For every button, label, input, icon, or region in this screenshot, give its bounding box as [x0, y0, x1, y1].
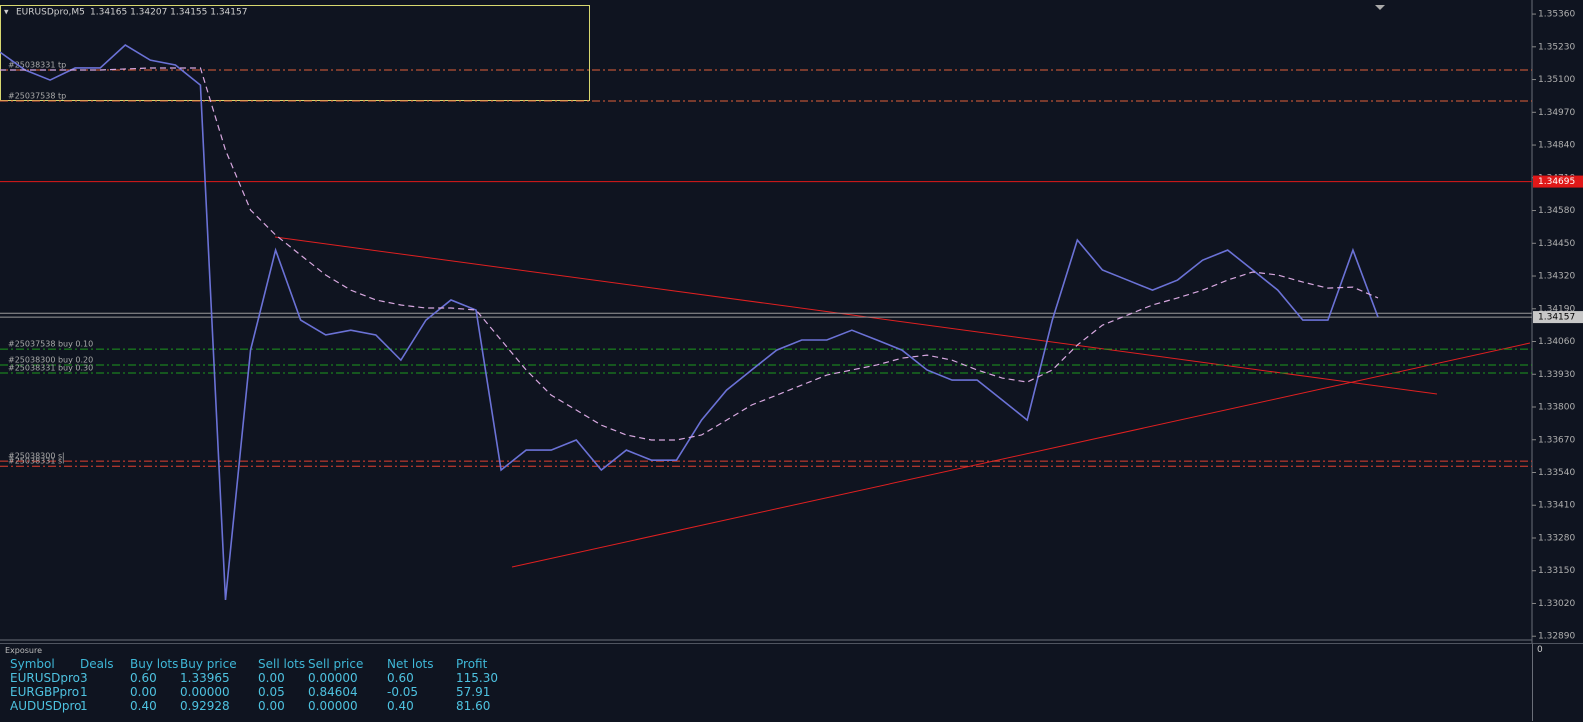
- y-tick-label: 1.33020: [1538, 599, 1575, 609]
- panel-axis: 0: [1532, 643, 1583, 721]
- trendline: [511, 342, 1531, 568]
- table-cell: -0.05: [387, 685, 419, 699]
- y-tick-label: 1.35100: [1538, 75, 1575, 85]
- level-label: #25038331 sl: [8, 457, 64, 466]
- price-tag-label: 1.34157: [1538, 313, 1575, 323]
- price-series: [0, 67, 1379, 441]
- table-cell: 0.00000: [308, 699, 358, 713]
- level-label: #25037538 tp: [8, 91, 66, 100]
- y-tick-label: 1.33670: [1538, 435, 1575, 445]
- table-cell: 115.30: [456, 671, 498, 685]
- table-cell: 1: [80, 685, 88, 699]
- table-cell: 3: [80, 671, 88, 685]
- level-label: #25037538 buy 0.10: [8, 340, 93, 349]
- y-tick-label: 1.32890: [1538, 632, 1575, 642]
- level-label: #25038331 tp: [8, 60, 66, 69]
- y-tick-label: 1.33800: [1538, 403, 1575, 413]
- y-tick-label: 1.34450: [1538, 239, 1575, 249]
- chart: ▾ EURUSDpro,M5 1.34165 1.34207 1.34155 1…: [0, 0, 1583, 643]
- table-cell: 0.40: [387, 699, 414, 713]
- column-header: Symbol: [10, 657, 55, 671]
- y-tick-label: 1.34580: [1538, 206, 1575, 216]
- table-cell: 0.60: [130, 671, 157, 685]
- table-cell: 0.05: [258, 685, 285, 699]
- y-tick-label: 1.35230: [1538, 42, 1575, 52]
- column-header: Net lots: [387, 657, 434, 671]
- price-tag: [1533, 311, 1583, 324]
- y-tick-label: 1.33280: [1538, 533, 1575, 543]
- table-cell: 57.91: [456, 685, 491, 699]
- y-tick-label: 1.34970: [1538, 108, 1575, 118]
- column-header: Buy price: [180, 657, 237, 671]
- column-header: Sell lots: [258, 657, 306, 671]
- y-tick-label: 1.34060: [1538, 337, 1575, 347]
- shift-marker: [1375, 5, 1385, 10]
- table-cell: 0.60: [387, 671, 414, 685]
- table-cell: EURGBPpro: [10, 685, 80, 699]
- y-tick-label: 1.34190: [1538, 304, 1575, 314]
- y-tick-label: 1.34320: [1538, 272, 1575, 282]
- table-cell: 0.92928: [180, 699, 230, 713]
- trendline: [274, 236, 1438, 395]
- table-cell: 0.00: [258, 699, 285, 713]
- table-cell: 1: [80, 699, 88, 713]
- column-header: Buy lots: [130, 657, 179, 671]
- y-tick-label: 1.33540: [1538, 468, 1575, 478]
- ohlc: 1.34165 1.34207 1.34155 1.34157: [90, 8, 247, 18]
- y-tick-label: 1.35360: [1538, 10, 1575, 20]
- column-header: Sell price: [308, 657, 364, 671]
- column-header: Profit: [456, 657, 488, 671]
- table-cell: 1.33965: [180, 671, 230, 685]
- table-cell: 0.00: [258, 671, 285, 685]
- level-label: #25038300 buy 0.20: [8, 355, 93, 364]
- column-header: Deals: [80, 657, 114, 671]
- table-cell: EURUSDpro: [10, 671, 80, 685]
- table-cell: 0.84604: [308, 685, 358, 699]
- table-cell: AUDUSDpro: [10, 699, 82, 713]
- y-tick-label: 1.33930: [1538, 370, 1575, 380]
- symbol: EURUSDpro,M5: [16, 8, 85, 18]
- price-tag-label: 1.34695: [1538, 177, 1575, 187]
- table-cell: 0.00: [130, 685, 157, 699]
- y-tick-label: 1.33150: [1538, 566, 1575, 576]
- price-tag: [1533, 175, 1583, 188]
- panel-title: Exposure: [5, 646, 43, 655]
- menu-arrow[interactable]: ▾: [4, 8, 9, 18]
- level-label: #25038331 buy 0.30: [8, 364, 93, 373]
- exposure-panel: Exposure Symbol Deals Buy lots Buy price Sel…: [0, 643, 1532, 722]
- y-tick-label: 1.34840: [1538, 141, 1575, 151]
- table-cell: 0.40: [130, 699, 157, 713]
- price-series: [0, 44, 1379, 601]
- table-cell: 0.00000: [180, 685, 230, 699]
- table-cell: 81.60: [456, 699, 491, 713]
- y-tick-label: 1.33410: [1538, 501, 1575, 511]
- panel-axis-label: 0: [1537, 645, 1543, 655]
- table-cell: 0.00000: [308, 671, 358, 685]
- background: [0, 0, 1583, 643]
- level-label: #25038300 sl: [8, 452, 64, 461]
